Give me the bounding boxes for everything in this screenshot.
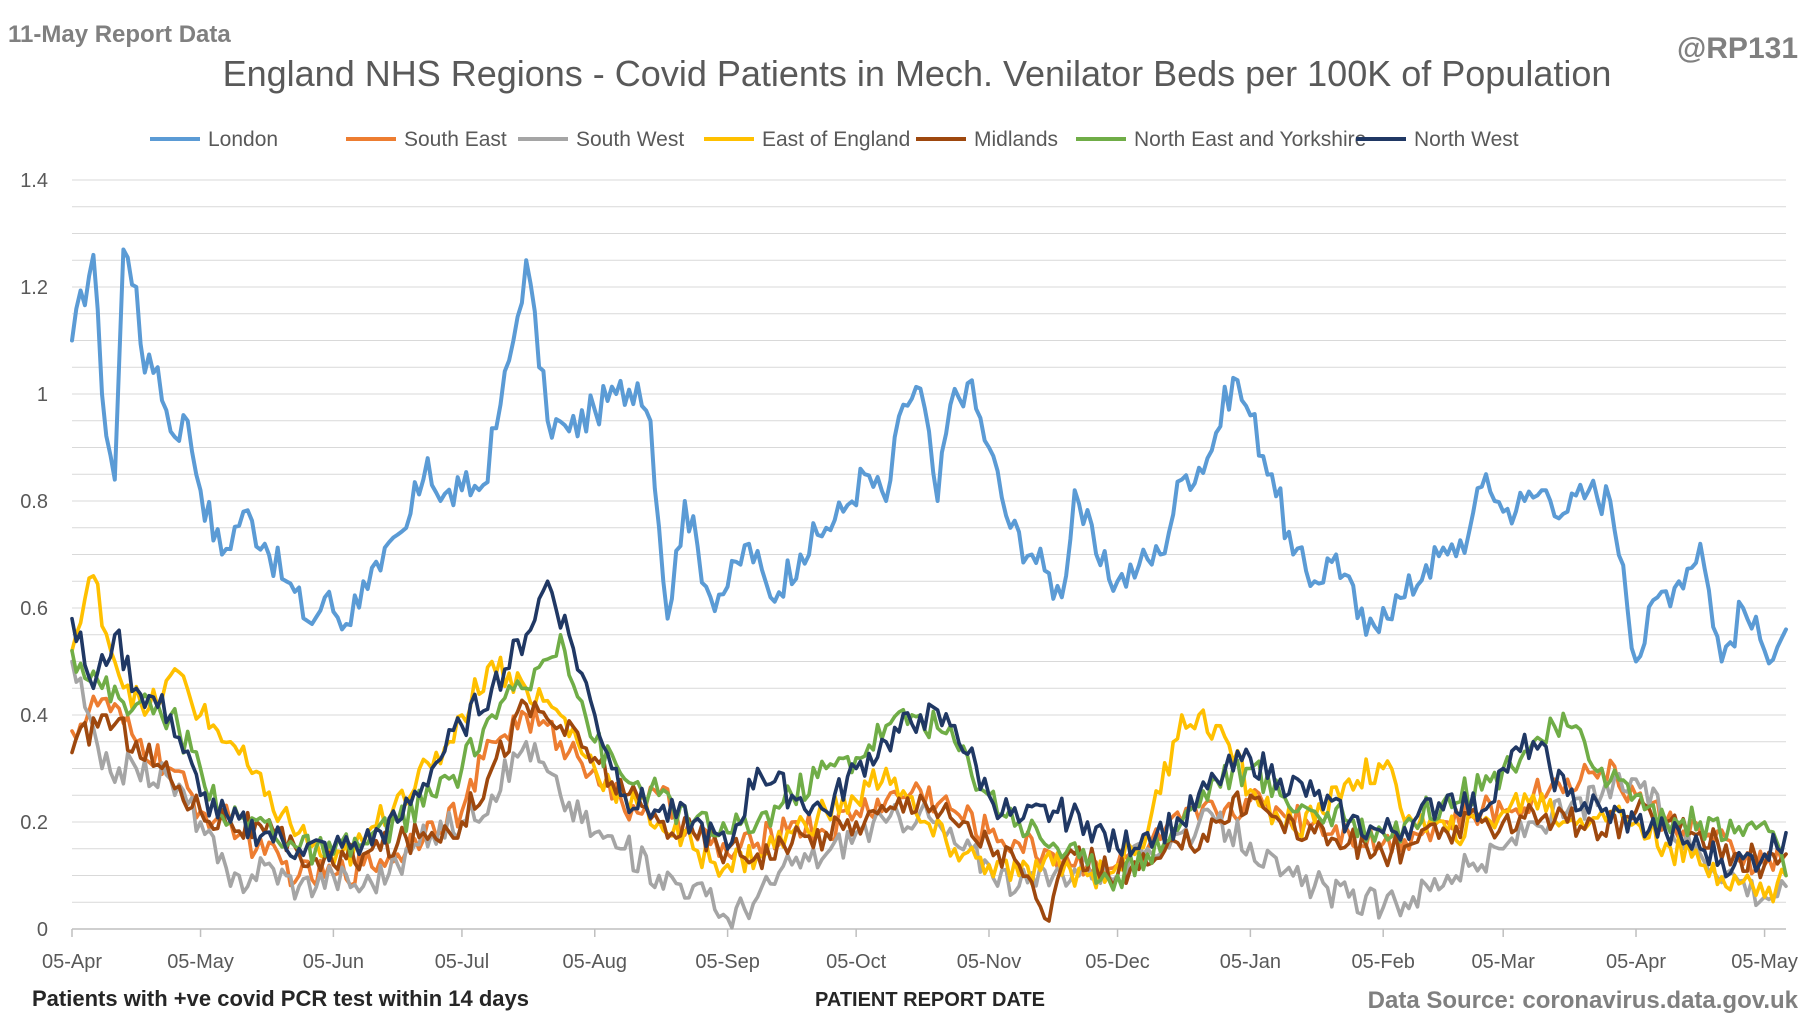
legend-label: East of England — [762, 128, 910, 151]
legend-label: London — [208, 128, 278, 151]
x-tick-label: 05-Nov — [957, 951, 1021, 973]
series-line-london — [70, 247, 1788, 666]
chart-legend: London South East South West East of Englan… — [150, 128, 1519, 151]
data-source: Data Source: coronavirus.data.gov.uk — [1368, 987, 1799, 1014]
y-tick-label: 0.4 — [20, 705, 48, 727]
author-handle: @RP131 — [1677, 32, 1798, 65]
series-line-north-east-and-yorkshire — [70, 633, 1788, 892]
series-line-north-west — [70, 579, 1788, 879]
y-tick-label: 1.2 — [20, 277, 48, 299]
x-tick-label: 05-Mar — [1472, 951, 1536, 973]
x-tick-label: 05-Sep — [695, 951, 760, 973]
y-tick-label: 1.4 — [20, 170, 48, 192]
y-tick-label: 0 — [37, 919, 48, 941]
report-label: 11-May Report Data — [8, 21, 231, 48]
series-lines — [70, 247, 1788, 930]
x-tick-label: 05-Oct — [826, 951, 886, 973]
x-tick-label: 05-Apr — [1606, 951, 1666, 973]
footer-note: Patients with +ve covid PCR test within … — [32, 986, 529, 1011]
x-tick-label: 05-Jan — [1220, 951, 1281, 973]
x-tick-label: 05-May — [167, 951, 234, 973]
y-tick-label: 0.2 — [20, 812, 48, 834]
x-tick-label: 05-Jul — [435, 951, 489, 973]
x-tick-label: 05-Feb — [1352, 951, 1415, 973]
series-line-midlands — [70, 698, 1788, 923]
y-tick-label: 1 — [37, 384, 48, 406]
x-tick-label: 05-May — [1731, 951, 1798, 973]
x-tick-label: 05-Aug — [563, 951, 628, 973]
legend-label: Midlands — [974, 128, 1058, 151]
legend-label: North East and Yorkshire — [1134, 128, 1366, 151]
y-tick-label: 0.8 — [20, 491, 48, 513]
legend-label: South East — [404, 128, 507, 151]
chart-title: England NHS Regions - Covid Patients in … — [223, 53, 1612, 94]
series-line-south-east — [70, 694, 1788, 888]
legend-label: South West — [576, 128, 684, 151]
x-axis: 05-Apr 05-May 05-Jun 05-Jul 05-Aug 05-Sep 05-O… — [42, 928, 1798, 973]
x-tick-label: 05-Apr — [42, 951, 102, 973]
x-axis-label: PATIENT REPORT DATE — [815, 989, 1045, 1011]
legend-label: North West — [1414, 128, 1519, 151]
y-tick-label: 0.6 — [20, 598, 48, 620]
x-tick-label: 05-Jun — [303, 951, 364, 973]
series-line-south-west — [70, 659, 1788, 930]
y-axis-tick-labels: 0 0.2 0.4 0.6 0.8 1 1.2 1.4 — [20, 170, 48, 941]
x-tick-label: 05-Dec — [1085, 951, 1149, 973]
series-line-east-of-england — [70, 574, 1788, 904]
